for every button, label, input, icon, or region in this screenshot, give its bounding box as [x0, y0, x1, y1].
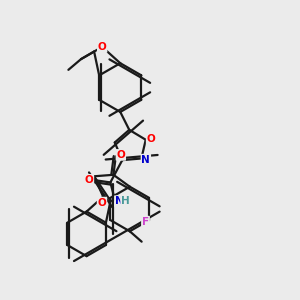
Text: O: O — [85, 175, 93, 185]
Text: O: O — [147, 134, 155, 144]
Text: N: N — [142, 155, 150, 165]
Text: O: O — [98, 42, 106, 52]
Text: O: O — [98, 198, 106, 208]
Text: O: O — [116, 150, 125, 160]
Text: F: F — [142, 217, 149, 226]
Text: H: H — [121, 196, 130, 206]
Text: N: N — [115, 196, 124, 206]
